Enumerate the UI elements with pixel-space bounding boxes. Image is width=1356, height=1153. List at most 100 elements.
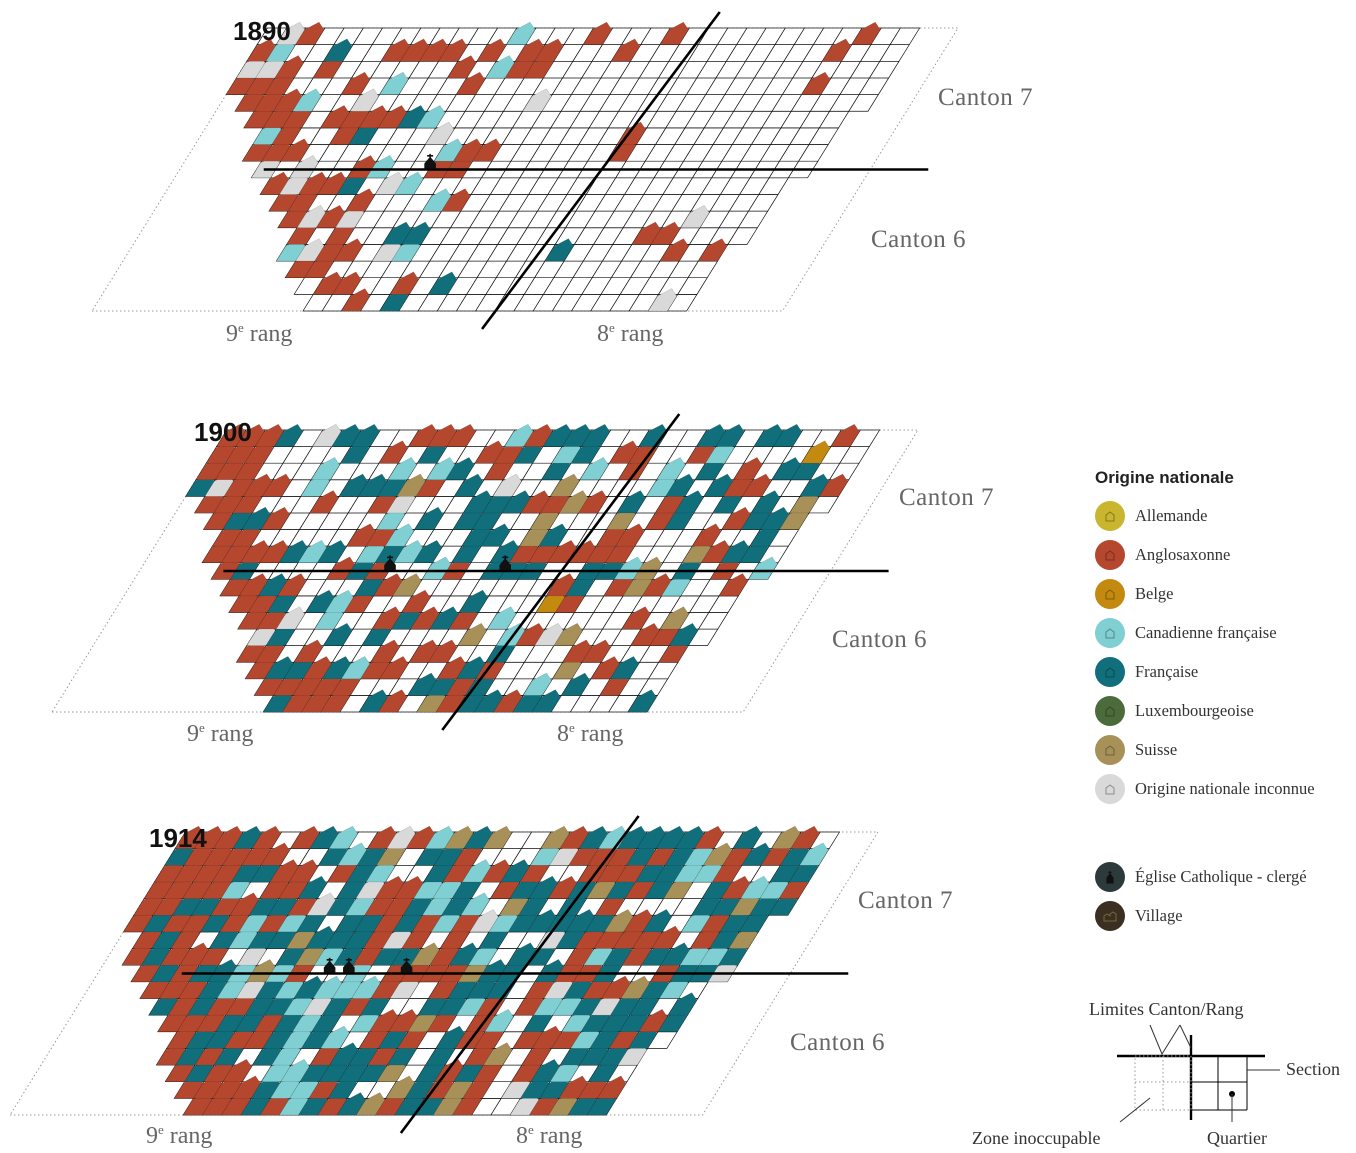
house-icon bbox=[476, 38, 506, 62]
house-icon bbox=[316, 540, 347, 563]
house-icon bbox=[435, 1025, 465, 1049]
house-icon bbox=[447, 55, 477, 79]
house-icon bbox=[346, 155, 376, 179]
house-icon bbox=[630, 622, 660, 646]
house-icon bbox=[231, 1075, 261, 1099]
house-icon bbox=[410, 606, 440, 630]
house-icon bbox=[703, 473, 733, 497]
house-icon bbox=[696, 423, 726, 447]
house-icon bbox=[493, 689, 523, 713]
house-icon bbox=[324, 589, 354, 613]
house-icon bbox=[1095, 578, 1125, 609]
house-icon bbox=[216, 423, 246, 447]
house-icon bbox=[523, 423, 553, 447]
settler-houses bbox=[121, 825, 829, 1116]
house-icon bbox=[460, 892, 490, 916]
house-icon bbox=[425, 121, 455, 145]
house-icon bbox=[275, 606, 305, 630]
house-icon bbox=[358, 689, 388, 713]
house-icon bbox=[582, 21, 612, 45]
house-icon bbox=[667, 992, 698, 1016]
rang-number: 8 bbox=[516, 1123, 528, 1149]
house-icon bbox=[290, 825, 320, 849]
house-icon bbox=[309, 825, 339, 849]
legend-item-label: Origine nationale inconnue bbox=[1135, 778, 1315, 798]
house-icon bbox=[401, 589, 431, 613]
legend-item-label: Suisse bbox=[1135, 739, 1178, 759]
house-icon bbox=[414, 506, 444, 530]
house-icon bbox=[534, 38, 564, 62]
house-icon bbox=[1095, 734, 1125, 765]
house-icon bbox=[531, 1025, 561, 1049]
legend-item: Luxembourgeoise bbox=[1095, 691, 1353, 730]
house-icon bbox=[753, 423, 783, 447]
house-icon bbox=[610, 38, 640, 62]
house-icon bbox=[799, 842, 829, 866]
house-icon bbox=[320, 1025, 350, 1049]
house-icon bbox=[254, 423, 284, 447]
house-icon bbox=[674, 490, 704, 514]
house-icon bbox=[476, 959, 507, 983]
house-icon bbox=[771, 825, 801, 849]
legend-item-label: Anglosaxonne bbox=[1135, 544, 1231, 564]
rang-number: 9 bbox=[146, 1123, 158, 1149]
house-icon bbox=[642, 573, 672, 597]
legend-item-label: Allemande bbox=[1135, 505, 1208, 525]
house-icon bbox=[553, 622, 583, 646]
house-icon bbox=[469, 909, 499, 933]
house-icon bbox=[288, 859, 318, 883]
house-icon bbox=[367, 825, 397, 849]
house-icon bbox=[542, 423, 572, 447]
house-icon bbox=[636, 825, 666, 849]
rang-number: 9 bbox=[187, 721, 199, 747]
house-icon bbox=[264, 656, 294, 680]
house-icon bbox=[305, 925, 335, 949]
house-icon bbox=[438, 38, 468, 62]
house-icon bbox=[851, 21, 881, 45]
house-icon bbox=[801, 440, 831, 464]
house-icon bbox=[394, 171, 424, 195]
house-icon bbox=[565, 909, 595, 933]
house-icon bbox=[771, 457, 801, 480]
house-icon bbox=[374, 171, 404, 195]
house-icon bbox=[454, 473, 484, 497]
year-label-1914: 1914 bbox=[149, 823, 207, 853]
house-icon bbox=[297, 540, 327, 563]
house-icon bbox=[251, 825, 281, 849]
house-icon bbox=[456, 656, 486, 680]
legend-item-label: Luxembourgeoise bbox=[1135, 700, 1254, 720]
house-icon bbox=[320, 105, 350, 129]
settler-houses bbox=[225, 21, 881, 312]
house-icon bbox=[341, 288, 371, 312]
house-icon bbox=[306, 892, 336, 916]
house-icon bbox=[692, 523, 722, 547]
house-icon bbox=[623, 909, 653, 933]
house-icon bbox=[277, 573, 307, 597]
house-icon bbox=[721, 506, 751, 530]
house-icon bbox=[355, 1092, 386, 1116]
house-icon bbox=[647, 288, 677, 312]
house-icon bbox=[358, 473, 388, 497]
legend-item: Village bbox=[1095, 896, 1353, 935]
house-icon bbox=[358, 105, 388, 129]
house-icon bbox=[323, 622, 353, 646]
rang-boundary-line bbox=[441, 413, 681, 731]
house-icon bbox=[506, 21, 536, 45]
house-icon bbox=[235, 423, 265, 447]
house-icon bbox=[194, 825, 224, 849]
house-icon bbox=[651, 925, 681, 949]
house-icon bbox=[371, 606, 401, 630]
house-icon bbox=[562, 639, 592, 663]
house-icon bbox=[613, 556, 643, 580]
house-icon bbox=[790, 825, 820, 849]
rang-boundary-line bbox=[480, 11, 721, 330]
grid-cell bbox=[889, 27, 921, 45]
church-icon bbox=[499, 555, 512, 571]
house-icon bbox=[246, 959, 276, 983]
house-icon bbox=[448, 942, 478, 966]
house-icon bbox=[830, 423, 860, 447]
house-icon bbox=[547, 875, 577, 899]
house-icon bbox=[668, 622, 698, 646]
house-icon bbox=[534, 959, 564, 983]
